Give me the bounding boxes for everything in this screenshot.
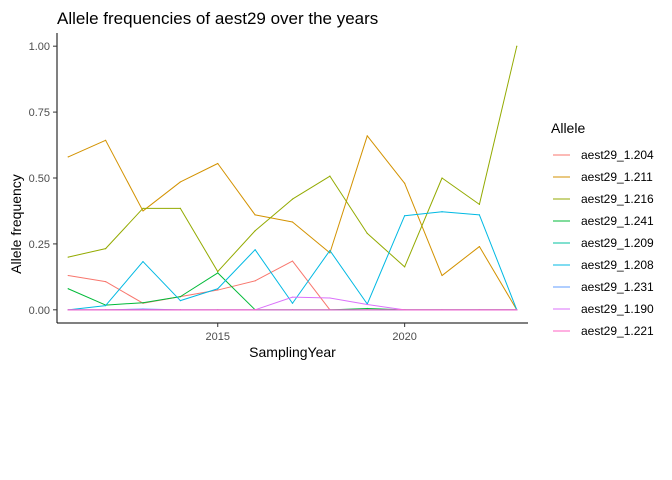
data-point [254,249,256,251]
data-point [217,162,219,165]
series-line-aest29-1-241 [68,272,517,311]
y-tick-label: 0.50 [29,173,50,185]
data-point [366,232,368,234]
data-point [67,274,69,277]
data-point [67,156,69,158]
x-tick-label: 2015 [205,331,229,343]
data-point [329,309,331,311]
data-point [254,214,256,216]
data-point [366,303,368,306]
y-tick-label: 0.00 [29,305,50,317]
x-axis-title: SamplingYear [249,344,336,360]
legend-label: aest29_1.209 [581,236,654,250]
data-point [104,248,107,250]
data-point [179,181,181,183]
data-point [441,177,443,179]
x-tick-label: 2020 [392,331,416,343]
data-point [142,210,144,212]
data-point [366,307,368,310]
data-point [291,302,294,304]
data-point [142,260,144,263]
legend-label: aest29_1.216 [581,192,654,206]
data-point [478,203,481,205]
y-axis-title: Allele frequency [8,174,24,274]
data-point [404,215,406,217]
data-point [179,207,181,209]
legend-label: aest29_1.211 [581,170,653,184]
data-point [329,249,331,252]
data-point [291,309,294,311]
data-point [441,274,443,277]
data-point [404,309,406,311]
data-point [404,266,406,268]
data-point [404,182,406,184]
data-point [516,309,518,311]
data-point [217,289,219,291]
legend-label: aest29_1.231 [581,280,654,294]
data-point [179,296,181,298]
y-axis-ticks: 0.00 0.25 0.50 0.75 1.00 [29,41,57,317]
data-point [254,309,256,311]
legend-label: aest29_1.241 [581,214,654,228]
data-point [142,207,144,209]
y-tick-label: 1.00 [29,41,50,53]
data-point [291,296,294,298]
data-point [329,175,331,177]
data-point [217,270,219,273]
data-point [217,272,219,274]
data-point [179,299,181,302]
data-point [67,256,69,258]
x-axis-ticks: 2015 2020 [205,323,417,343]
data-point [291,221,294,223]
data-point [254,280,256,282]
data-point [478,214,481,216]
legend-items: aest29_1.204 aest29_1.211 aest29_1.216aest… [553,148,654,338]
data-point [67,288,69,290]
series-layer [67,45,518,311]
legend-label: aest29_1.221 [581,324,654,338]
series-line-aest29-1-216 [68,46,518,273]
data-point [516,45,518,47]
y-tick-label: 0.25 [29,239,50,251]
y-tick-label: 0.75 [29,107,50,119]
data-point [291,198,294,200]
data-point [67,309,69,311]
data-point [142,302,144,304]
legend-title: Allele [551,120,585,136]
data-point [104,281,107,283]
data-point [254,230,256,232]
plot-area: 2015 2020 0.00 0.25 0.50 0.75 1.00 [29,33,528,343]
data-point [329,252,331,254]
legend-label: aest29_1.208 [581,258,654,272]
data-point [366,309,368,311]
data-point [217,288,219,290]
data-point [179,309,181,311]
legend-label: aest29_1.190 [581,302,654,316]
data-point [366,135,368,137]
data-point [441,309,443,311]
legend: Allele aest29_1.204aest29_1.211aest29_1.… [551,120,654,338]
data-point [142,309,144,311]
data-point [104,305,107,307]
data-point [104,309,107,311]
data-point [329,297,331,299]
legend-label: aest29_1.204 [581,148,654,162]
series-line-aest29-1-211 [68,135,518,311]
data-point [291,260,294,262]
data-point [104,139,107,141]
chart-title: Allele frequencies of aest29 over the ye… [57,9,378,28]
data-point [441,211,443,213]
data-point [217,309,219,311]
data-point [478,309,481,311]
data-point [478,245,481,248]
